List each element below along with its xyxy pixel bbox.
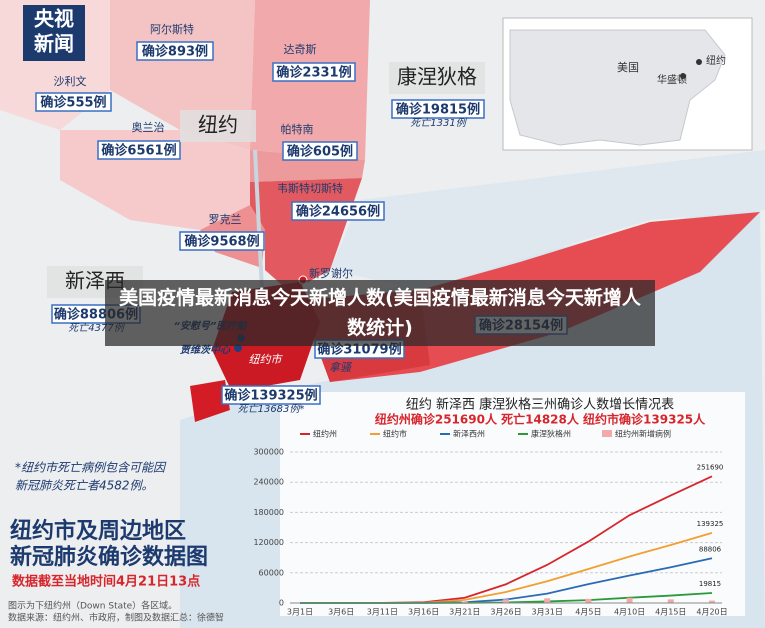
case-box: [179, 231, 265, 251]
headline: 纽约市及周边地区: [10, 518, 186, 544]
x-tick-label: 3月11日: [367, 608, 398, 617]
place-name: 拿骚: [329, 361, 353, 374]
end-label: 19815: [699, 580, 721, 588]
x-tick-label: 4月15日: [655, 608, 686, 617]
case-box: [97, 140, 181, 160]
region-name: 奥兰治: [132, 120, 165, 134]
region-name: 沙利文: [54, 74, 87, 88]
bar: [461, 601, 468, 603]
y-tick-label: 60000: [259, 568, 284, 577]
source: 图示为下纽约州（Down State）各区域。: [8, 600, 177, 612]
x-tick-label: 3月1日: [287, 608, 313, 617]
region-name: 韦斯特切斯特: [277, 181, 343, 195]
hudson-river: [253, 149, 264, 291]
x-tick-label: 4月10日: [614, 608, 645, 617]
place-name: 新罗谢尔: [309, 266, 353, 280]
x-tick-label: 4月5日: [575, 608, 601, 617]
x-tick-label: 3月21日: [449, 608, 480, 617]
end-label: 251690: [697, 463, 724, 471]
chart-subtitle: 纽约州确诊251690人 死亡14828人 纽约市确诊139325人: [375, 412, 706, 427]
overlay-title: 美国疫情最新消息今天新增人数(美国疫情最新消息今天新增人数统计): [105, 280, 655, 346]
case-box: [272, 62, 356, 82]
death-count: 死亡13683例*: [238, 403, 305, 415]
inset-capital-dot: [680, 73, 686, 79]
place-name: 纽约: [198, 113, 238, 137]
bar: [709, 600, 715, 603]
legend-label: 纽约州: [313, 429, 337, 439]
x-tick-label: 3月6日: [328, 608, 354, 617]
place-bg: [180, 110, 256, 142]
case-box: [221, 385, 321, 405]
chart-title: 纽约 新泽西 康涅狄格三州确诊人数增长情况表: [406, 397, 674, 413]
case-box: [35, 92, 112, 112]
sound: [330, 150, 765, 290]
case-box: [136, 41, 214, 61]
bar: [544, 598, 551, 603]
case-box: [391, 99, 485, 119]
case-count: 确诊555例: [40, 95, 106, 111]
case-count: 确诊139325例: [224, 388, 317, 404]
legend-label: 纽约市: [383, 429, 407, 439]
y-tick-label: 240000: [253, 478, 284, 487]
legend-label: 纽约州新增病例: [615, 429, 671, 439]
logo-box: [23, 5, 85, 61]
region-name: 罗克兰: [209, 213, 242, 226]
x-tick-label: 3月31日: [532, 608, 563, 617]
inset-city: 纽约: [706, 54, 726, 67]
logo-text: 新闻: [34, 32, 74, 56]
inset-usa: [509, 29, 726, 146]
bar: [626, 597, 633, 603]
case-count: 确诊6561例: [101, 143, 176, 159]
x-tick-label: 4月20日: [696, 608, 727, 617]
case-count: 确诊19815例: [396, 102, 480, 118]
note: *纽约市死亡病例包含可能因: [15, 461, 167, 475]
region-name-bg: [389, 62, 485, 94]
region-name: 康涅狄格: [397, 65, 477, 89]
staten-island: [190, 380, 230, 422]
case-count: 确诊9568例: [184, 234, 259, 250]
date-line: 数据截至当地时间4月21日13点: [12, 574, 200, 590]
source: 数据来源：纽约州、市政府，制图及数据汇总：徐德智: [8, 612, 224, 624]
x-tick-label: 3月16日: [408, 608, 439, 617]
note: 新冠肺炎死亡者4582例。: [15, 479, 154, 493]
legend-label: 康涅狄格州: [531, 429, 571, 439]
bar: [667, 599, 674, 603]
x-tick-label: 3月26日: [490, 608, 521, 617]
javits-dot: [234, 344, 242, 352]
inset-capital: 华盛顿: [657, 73, 687, 86]
y-tick-label: 120000: [253, 538, 284, 547]
end-label: 88806: [699, 545, 722, 553]
region-name: 帕特南: [281, 122, 314, 136]
case-box: [282, 141, 358, 161]
case-count: 确诊2331例: [276, 65, 351, 81]
death-count: 死亡1331例: [410, 117, 467, 129]
end-label: 139325: [697, 520, 724, 528]
y-tick-label: 300000: [253, 448, 284, 457]
headline: 新冠肺炎确诊数据图: [10, 544, 208, 570]
legend-label: 新泽西州: [453, 429, 485, 439]
place-name: 贾维茨中心: [180, 344, 231, 356]
y-tick-label: 180000: [253, 508, 284, 517]
region-name: 阿尔斯特: [150, 22, 194, 36]
place-name: 纽约市: [249, 353, 284, 366]
case-count: 确诊605例: [287, 144, 353, 160]
logo-text: 央视: [34, 7, 74, 31]
bar: [585, 598, 592, 603]
legend-swatch: [602, 430, 612, 437]
case-count: 确诊24656例: [296, 204, 380, 220]
region-name: 达奇斯: [284, 43, 317, 56]
bar: [503, 599, 509, 603]
inset-country: 美国: [617, 61, 639, 74]
inset-city-dot: [696, 59, 702, 65]
case-box: [291, 201, 385, 221]
case-count: 确诊893例: [142, 44, 208, 60]
y-tick-label: 0: [279, 599, 284, 608]
chart-panel: [280, 392, 745, 616]
